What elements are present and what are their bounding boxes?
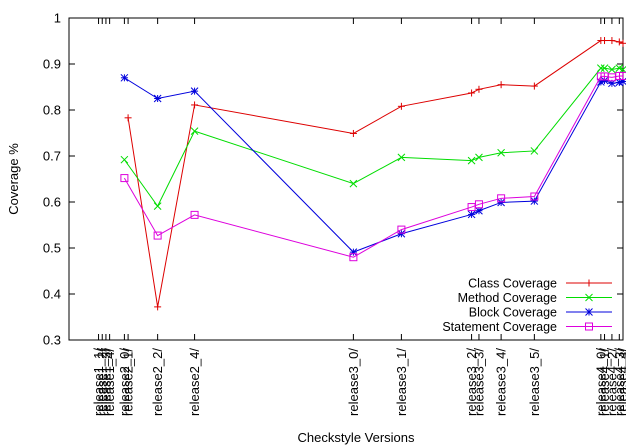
x-tick-label: release3_1/ (394, 348, 409, 416)
data-point (349, 248, 358, 256)
data-point (467, 156, 476, 165)
series-line (123, 67, 624, 208)
data-point (474, 200, 483, 209)
x-tick-label: release3_2/ (464, 348, 479, 416)
x-axis-title: Checkstyle Versions (297, 430, 415, 445)
data-point (349, 253, 358, 262)
x-tick-label: release4_1/ (597, 348, 612, 416)
y-tick-label: 1 (54, 11, 61, 26)
data-point (153, 94, 162, 103)
data-point (530, 147, 539, 155)
y-tick-label: 0.5 (43, 241, 61, 256)
data-point (349, 129, 357, 137)
data-point (468, 89, 476, 97)
x-tick-label: release3_4/ (494, 348, 509, 416)
x-tick-label: release4_2/ (604, 348, 619, 416)
data-point (153, 202, 162, 210)
y-tick-label: 0.4 (43, 287, 61, 302)
legend-marker (585, 322, 593, 331)
legend-label: Class Coverage (468, 277, 557, 291)
data-point (120, 73, 129, 82)
data-point (530, 82, 538, 90)
data-point (120, 174, 129, 183)
data-point (191, 101, 199, 109)
data-point (475, 153, 483, 162)
data-point (467, 210, 476, 219)
series-line (124, 77, 624, 253)
legend-marker (585, 279, 593, 287)
x-tick-label: release2_1/ (121, 348, 136, 416)
data-point (608, 65, 616, 74)
data-point (153, 231, 162, 240)
data-point (154, 303, 162, 311)
data-point (397, 225, 406, 234)
data-point (124, 114, 132, 122)
legend-label: Block Coverage (469, 306, 557, 320)
data-point (190, 127, 199, 136)
y-tick-label: 0.7 (43, 149, 61, 164)
series-line (123, 75, 623, 258)
x-tick-label: release3_0/ (346, 348, 361, 416)
legend-marker (585, 308, 593, 316)
data-point (596, 64, 605, 72)
data-point (615, 38, 623, 46)
y-tick-label: 0.3 (43, 333, 61, 348)
x-tick-label: release3_5/ (527, 348, 542, 416)
legend-marker (585, 293, 593, 302)
data-point (120, 155, 129, 164)
x-tick-label: release3_3/ (471, 348, 486, 416)
x-tick-label: release1_2/ (95, 348, 110, 416)
legend-label: Statement Coverage (442, 320, 557, 334)
series-line (127, 40, 624, 307)
data-point (190, 210, 199, 219)
data-point (497, 198, 505, 207)
data-point (601, 37, 609, 45)
data-point (349, 179, 358, 188)
x-tick-label: release1_4/ (102, 348, 117, 416)
data-point (608, 37, 616, 45)
x-tick-label: release4_3/ (612, 348, 626, 416)
data-point (619, 65, 626, 74)
data-point (619, 71, 626, 80)
y-tick-label: 0.6 (43, 195, 61, 210)
data-point (397, 153, 406, 162)
x-tick-label: release2_2/ (150, 348, 165, 416)
data-point (397, 102, 405, 110)
y-tick-label: 0.8 (43, 103, 61, 118)
data-point (497, 81, 505, 89)
x-tick-label: release1_1/ (91, 348, 106, 416)
x-tick-label: release2_0/ (117, 348, 132, 416)
y-tick-label: 0.9 (43, 57, 61, 72)
plot-frame (68, 17, 624, 341)
data-point (475, 85, 483, 93)
data-point (530, 192, 539, 201)
legend-label: Method Coverage (458, 291, 557, 305)
data-point (600, 76, 609, 85)
data-point (497, 148, 505, 157)
x-tick-label: release2_4/ (187, 348, 202, 416)
data-point (530, 197, 539, 205)
x-tick-label: release4_4/ (616, 348, 626, 416)
data-point (600, 64, 609, 72)
data-point (497, 194, 506, 203)
y-axis-title: Coverage % (6, 143, 21, 215)
data-point (190, 87, 199, 95)
x-tick-label: release1_3/ (98, 348, 113, 416)
data-point (475, 206, 483, 215)
x-tick-label: release4_0/ (593, 348, 608, 416)
data-point (619, 39, 626, 47)
